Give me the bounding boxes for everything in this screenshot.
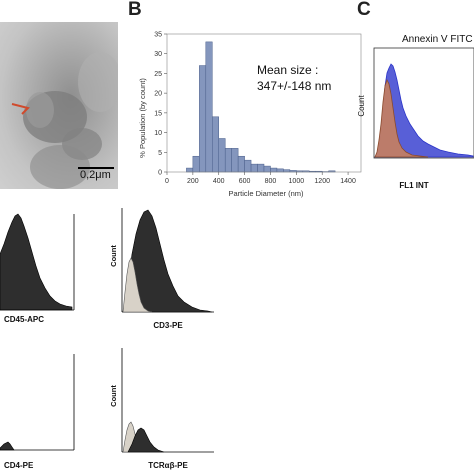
histogram-bar bbox=[218, 138, 226, 173]
flow-histogram-cd3: Count CD3-PE bbox=[109, 208, 214, 330]
y-tick-label: 30 bbox=[154, 51, 162, 58]
histogram-bar bbox=[186, 167, 194, 173]
histogram-bar bbox=[250, 163, 258, 173]
y-tick-label: 35 bbox=[154, 32, 162, 39]
x-tick-label: 400 bbox=[213, 178, 225, 185]
tcr-stain-fill bbox=[127, 427, 165, 453]
x-tick-label: 1000 bbox=[289, 178, 305, 185]
annexin-histogram: Annexin V FITC Count FL1 INT bbox=[357, 34, 474, 190]
x-tick-label: 600 bbox=[239, 178, 251, 185]
flow-histogram-cd45: CD45-APC bbox=[0, 213, 75, 324]
x-tick-label: 1400 bbox=[340, 178, 356, 185]
tcr-ylabel: Count bbox=[109, 385, 118, 407]
tcr-xlabel: TCRαβ-PE bbox=[148, 461, 188, 470]
mean-size-label: Mean size : bbox=[257, 63, 318, 77]
histogram-ylabel: % Population (by count) bbox=[138, 78, 147, 158]
histogram-bar bbox=[263, 165, 271, 173]
histogram-bar bbox=[270, 167, 278, 173]
histogram-bar bbox=[192, 155, 200, 173]
cd45-stain-fill bbox=[0, 213, 73, 311]
flow-histogram-tcr: Count TCRαβ-PE bbox=[109, 348, 214, 470]
annexin-xlabel: FL1 INT bbox=[399, 181, 428, 190]
y-tick-label: 5 bbox=[158, 150, 162, 157]
histogram-bar bbox=[237, 155, 245, 173]
y-tick-label: 20 bbox=[154, 91, 162, 98]
y-tick-label: 15 bbox=[154, 110, 162, 117]
annexin-orange-trace bbox=[374, 78, 429, 158]
x-tick-label: 1200 bbox=[314, 178, 330, 185]
annexin-title: Annexin V FITC bbox=[402, 34, 473, 45]
histogram-bar bbox=[212, 116, 219, 173]
cd3-ylabel: Count bbox=[109, 245, 118, 267]
scale-bar bbox=[78, 167, 114, 169]
histogram-bar bbox=[257, 163, 265, 173]
histogram-bar bbox=[205, 41, 213, 173]
red-arrow-icon bbox=[11, 103, 30, 115]
y-tick-label: 10 bbox=[154, 130, 162, 137]
cd3-xlabel: CD3-PE bbox=[153, 321, 183, 330]
annexin-ylabel: Count bbox=[357, 95, 366, 117]
x-tick-label: 200 bbox=[187, 178, 199, 185]
cd3-stain-fill bbox=[122, 209, 213, 313]
x-tick-label: 0 bbox=[165, 178, 169, 185]
histogram-bar bbox=[224, 148, 232, 173]
cd3-isotype-fill bbox=[122, 257, 153, 313]
panel-letter-b: B bbox=[128, 0, 142, 20]
histogram-bar bbox=[244, 159, 252, 173]
panel-letter-c: C bbox=[357, 0, 371, 20]
histogram-bar bbox=[283, 169, 291, 173]
scale-bar-label: 0,2μm bbox=[80, 169, 111, 181]
histogram-frame bbox=[166, 33, 362, 173]
cd4-stain-fill bbox=[0, 441, 15, 451]
panel-a-micrograph: 0,2μm bbox=[0, 22, 118, 189]
histogram-bar bbox=[231, 148, 239, 173]
y-tick-label: 0 bbox=[158, 170, 162, 177]
histogram-bar bbox=[276, 168, 284, 173]
cd4-xlabel: CD4-PE bbox=[4, 461, 34, 470]
cd45-xlabel: CD45-APC bbox=[4, 315, 44, 324]
x-tick-label: 800 bbox=[265, 178, 277, 185]
mean-size-value: 347+/-148 nm bbox=[257, 79, 331, 93]
y-tick-label: 25 bbox=[154, 71, 162, 78]
histogram-bar bbox=[199, 65, 207, 173]
micrograph-particles bbox=[11, 52, 118, 189]
flow-histogram-cd4: CD4-PE bbox=[0, 354, 75, 470]
histogram-xlabel: Particle Diameter (nm) bbox=[228, 189, 304, 198]
